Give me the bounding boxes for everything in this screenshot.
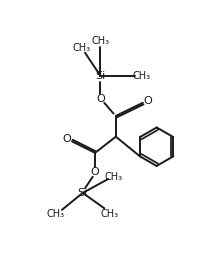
Text: CH₃: CH₃	[101, 210, 119, 219]
Text: Si: Si	[95, 71, 106, 81]
Text: O: O	[96, 94, 105, 104]
Text: CH₃: CH₃	[132, 71, 150, 81]
Text: CH₃: CH₃	[47, 210, 65, 219]
Text: CH₃: CH₃	[104, 172, 123, 183]
Text: CH₃: CH₃	[91, 36, 110, 46]
Text: CH₃: CH₃	[72, 43, 90, 53]
Text: O: O	[144, 95, 153, 106]
Text: O: O	[62, 134, 71, 144]
Text: Si: Si	[78, 188, 88, 198]
Text: O: O	[91, 167, 100, 177]
